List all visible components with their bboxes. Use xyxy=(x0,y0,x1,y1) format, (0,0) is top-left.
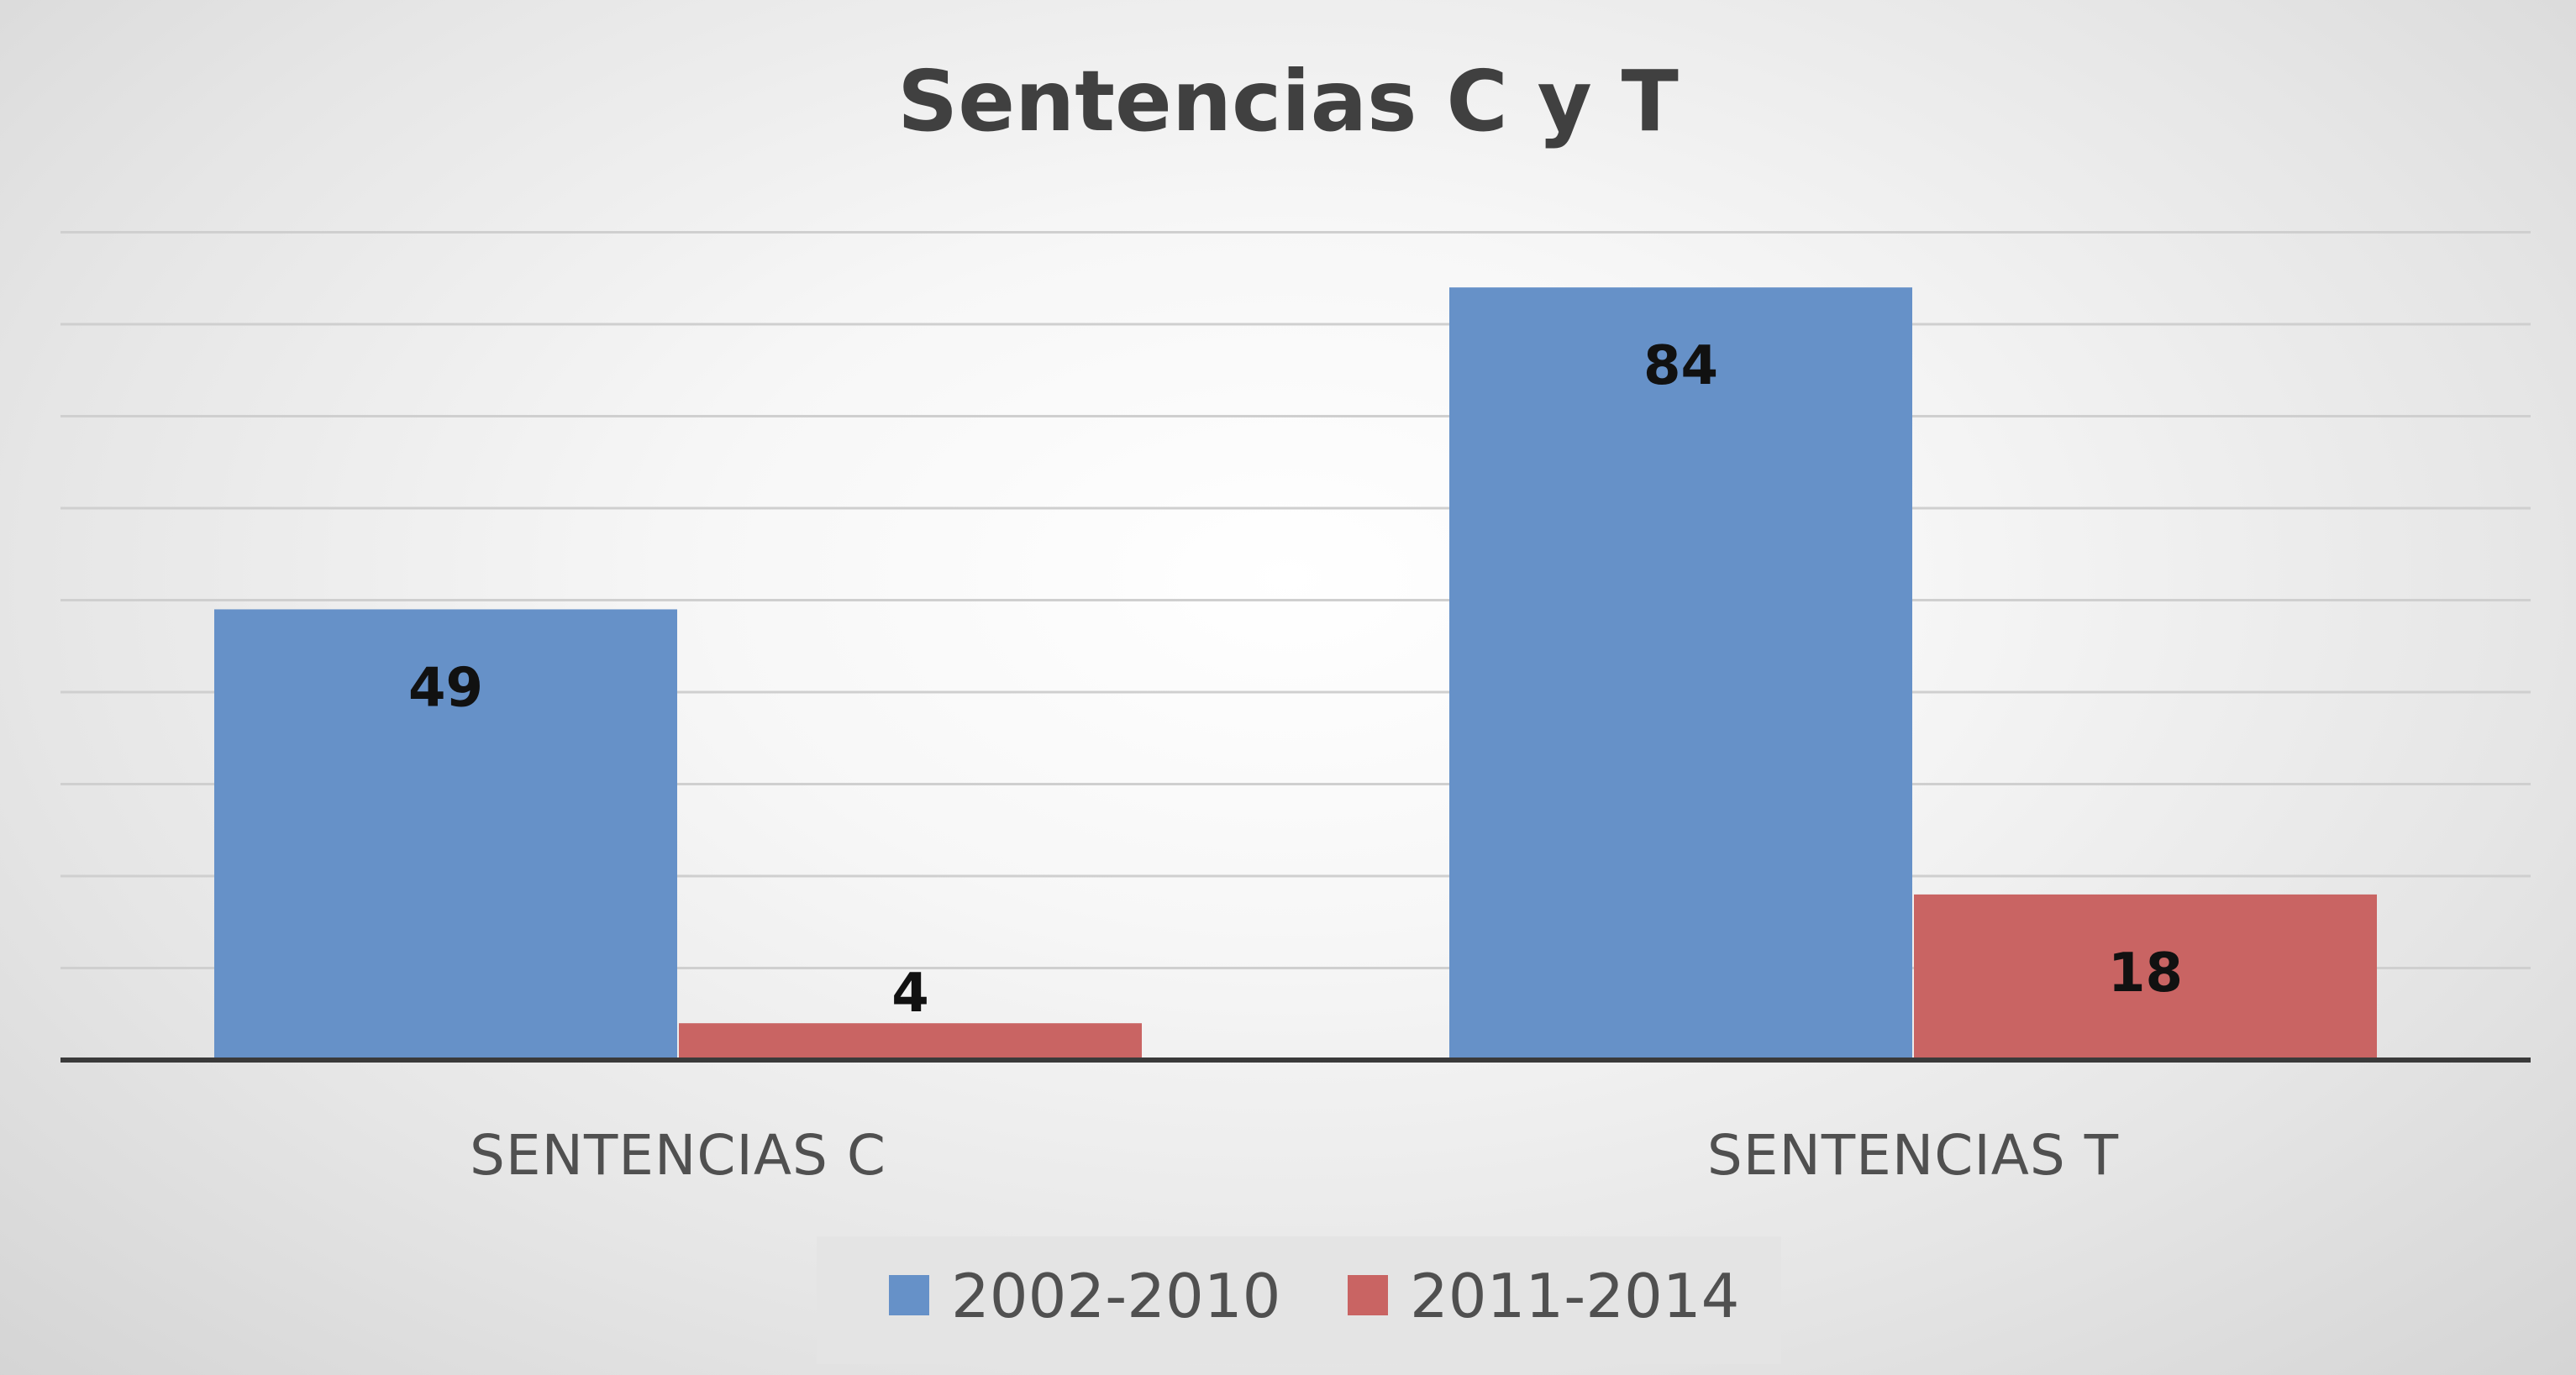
bar-2002-2010-1 xyxy=(214,609,677,1060)
data-label: 18 xyxy=(2108,942,2183,1005)
category-label: SENTENCIAS T xyxy=(1707,1123,2119,1188)
legend-swatch-icon xyxy=(1348,1275,1388,1315)
legend-label: 2011-2014 xyxy=(1410,1261,1739,1331)
bars xyxy=(214,287,2377,1060)
data-label: 84 xyxy=(1643,335,1718,397)
chart-title: Sentencias C y T xyxy=(897,52,1679,150)
legend-swatch-icon xyxy=(889,1275,929,1315)
legend-background xyxy=(817,1236,1781,1364)
legend: 2002-2010 2011-2014 xyxy=(817,1236,1781,1364)
bar-2002-2010-2 xyxy=(1449,287,1912,1060)
data-label: 49 xyxy=(408,657,483,719)
data-labels: 49 4 84 18 xyxy=(408,335,2183,1025)
category-labels: SENTENCIAS C SENTENCIAS T xyxy=(470,1123,2119,1188)
bar-2011-2014-2 xyxy=(1914,894,2377,1060)
data-label: 4 xyxy=(891,963,929,1025)
category-label: SENTENCIAS C xyxy=(470,1123,886,1188)
bar-2011-2014-1 xyxy=(679,1023,1142,1060)
legend-label: 2002-2010 xyxy=(951,1261,1280,1331)
